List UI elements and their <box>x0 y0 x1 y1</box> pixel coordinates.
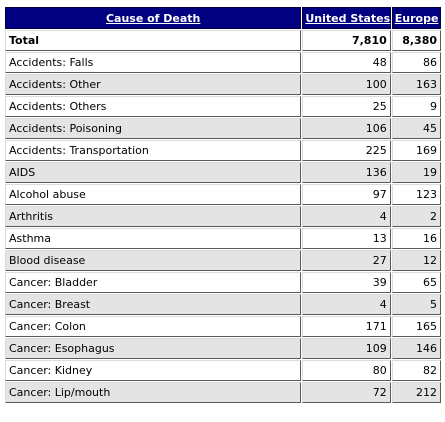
column-header-united-states[interactable]: United States <box>302 7 391 29</box>
united-states-value: 25 <box>302 96 391 117</box>
table-row: Accidents: Transportation 225 169 <box>5 140 441 161</box>
table-row: Blood disease 27 12 <box>5 250 441 271</box>
table-row: Cancer: Esophagus 109 146 <box>5 338 441 359</box>
europe-value: 163 <box>391 74 441 95</box>
total-us-value: 7,810 <box>302 30 391 51</box>
europe-value: 169 <box>391 140 441 161</box>
total-label: Total <box>5 30 302 51</box>
table-row: Cancer: Colon 171 165 <box>5 316 441 337</box>
table-row: AIDS 136 19 <box>5 162 441 183</box>
united-states-value: 100 <box>302 74 391 95</box>
europe-value: 123 <box>391 184 441 205</box>
united-states-value: 27 <box>302 250 391 271</box>
table-row: Accidents: Poisoning 106 45 <box>5 118 441 139</box>
table-row: Cancer: Kidney 80 82 <box>5 360 441 381</box>
cause-cell: Cancer: Esophagus <box>5 338 302 359</box>
table-row: Alcohol abuse 97 123 <box>5 184 441 205</box>
europe-value: 212 <box>391 382 441 403</box>
cause-cell: Accidents: Others <box>5 96 302 117</box>
cause-cell: Accidents: Falls <box>5 52 302 73</box>
table-row: Cancer: Lip/mouth 72 212 <box>5 382 441 403</box>
united-states-value: 4 <box>302 294 391 315</box>
table-row: Accidents: Other 100 163 <box>5 74 441 95</box>
united-states-value: 171 <box>302 316 391 337</box>
united-states-value: 106 <box>302 118 391 139</box>
column-header-cause[interactable]: Cause of Death <box>5 7 302 29</box>
table-row: Cancer: Bladder 39 65 <box>5 272 441 293</box>
cause-cell: Asthma <box>5 228 302 249</box>
europe-value: 165 <box>391 316 441 337</box>
cause-cell: Accidents: Transportation <box>5 140 302 161</box>
cause-of-death-table: Cause of Death United States Europe Tota… <box>4 6 442 404</box>
cause-cell: Alcohol abuse <box>5 184 302 205</box>
united-states-value: 72 <box>302 382 391 403</box>
cause-cell: Accidents: Poisoning <box>5 118 302 139</box>
cause-cell: Cancer: Kidney <box>5 360 302 381</box>
europe-value: 16 <box>391 228 441 249</box>
united-states-value: 109 <box>302 338 391 359</box>
header-row: Cause of Death United States Europe <box>5 7 441 29</box>
europe-value: 5 <box>391 294 441 315</box>
europe-value: 2 <box>391 206 441 227</box>
europe-value: 45 <box>391 118 441 139</box>
europe-value: 65 <box>391 272 441 293</box>
cause-cell: Blood disease <box>5 250 302 271</box>
total-row: Total 7,810 8,380 <box>5 30 441 51</box>
united-states-value: 39 <box>302 272 391 293</box>
cause-cell: AIDS <box>5 162 302 183</box>
table-row: Accidents: Others 25 9 <box>5 96 441 117</box>
united-states-value: 4 <box>302 206 391 227</box>
united-states-value: 97 <box>302 184 391 205</box>
cause-cell: Cancer: Bladder <box>5 272 302 293</box>
cause-of-death-table-container: Cause of Death United States Europe Tota… <box>4 6 442 404</box>
europe-value: 19 <box>391 162 441 183</box>
total-europe-value: 8,380 <box>391 30 441 51</box>
europe-value: 82 <box>391 360 441 381</box>
cause-cell: Cancer: Colon <box>5 316 302 337</box>
table-row: Arthritis 4 2 <box>5 206 441 227</box>
europe-value: 12 <box>391 250 441 271</box>
column-header-europe[interactable]: Europe <box>391 7 441 29</box>
europe-value: 86 <box>391 52 441 73</box>
cause-cell: Cancer: Breast <box>5 294 302 315</box>
united-states-value: 136 <box>302 162 391 183</box>
europe-value: 146 <box>391 338 441 359</box>
europe-value: 9 <box>391 96 441 117</box>
united-states-value: 80 <box>302 360 391 381</box>
cause-cell: Accidents: Other <box>5 74 302 95</box>
table-row: Accidents: Falls 48 86 <box>5 52 441 73</box>
united-states-value: 225 <box>302 140 391 161</box>
table-row: Asthma 13 16 <box>5 228 441 249</box>
table-row: Cancer: Breast 4 5 <box>5 294 441 315</box>
united-states-value: 48 <box>302 52 391 73</box>
cause-cell: Arthritis <box>5 206 302 227</box>
united-states-value: 13 <box>302 228 391 249</box>
cause-cell: Cancer: Lip/mouth <box>5 382 302 403</box>
